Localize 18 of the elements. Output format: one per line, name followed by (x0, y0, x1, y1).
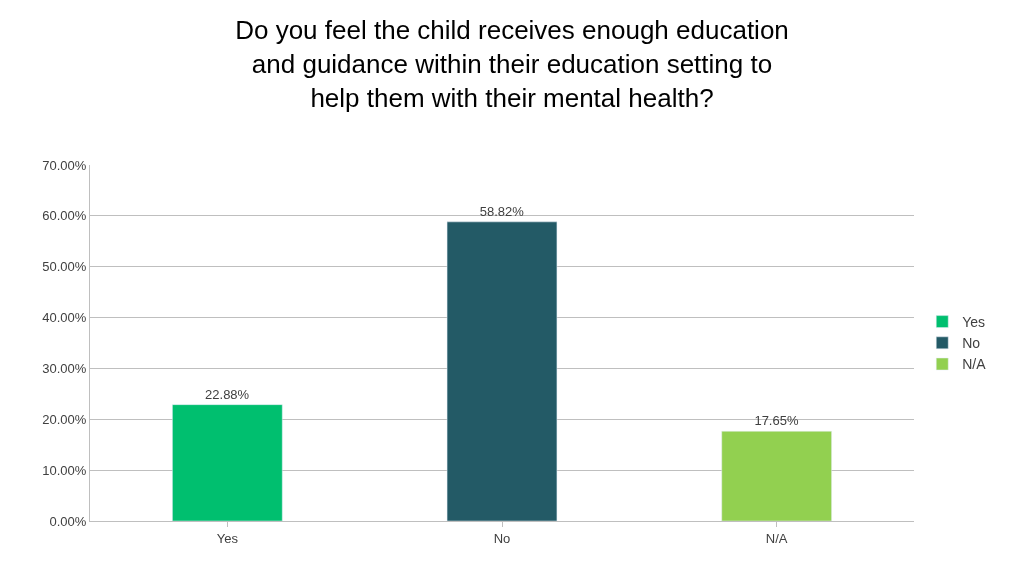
y-tick-label: 60.00% (42, 208, 87, 224)
y-tick-label: 70.00% (42, 157, 87, 173)
y-tick-label: 30.00% (42, 360, 87, 376)
legend-label: Yes (962, 314, 986, 331)
x-tick-label: No (493, 530, 511, 546)
y-tick-label: 50.00% (42, 259, 87, 275)
y-tick-label: 10.00% (42, 462, 87, 478)
legend-label: No (962, 335, 981, 352)
x-tick-label: Yes (216, 530, 239, 546)
data-label: 17.65% (754, 413, 799, 429)
y-tick-label: 0.00% (49, 513, 87, 529)
chart-title: Do you feel the child receives enough education and guidance within their education setting to help them with their mental health? (235, 15, 789, 113)
data-label: 58.82% (479, 203, 525, 219)
y-tick-label: 40.00% (42, 310, 87, 326)
x-tick-label: N/A (765, 530, 788, 546)
data-label: 22.88% (205, 386, 250, 402)
legend-label: N/A (962, 356, 987, 373)
y-tick-label: 20.00% (42, 411, 87, 427)
